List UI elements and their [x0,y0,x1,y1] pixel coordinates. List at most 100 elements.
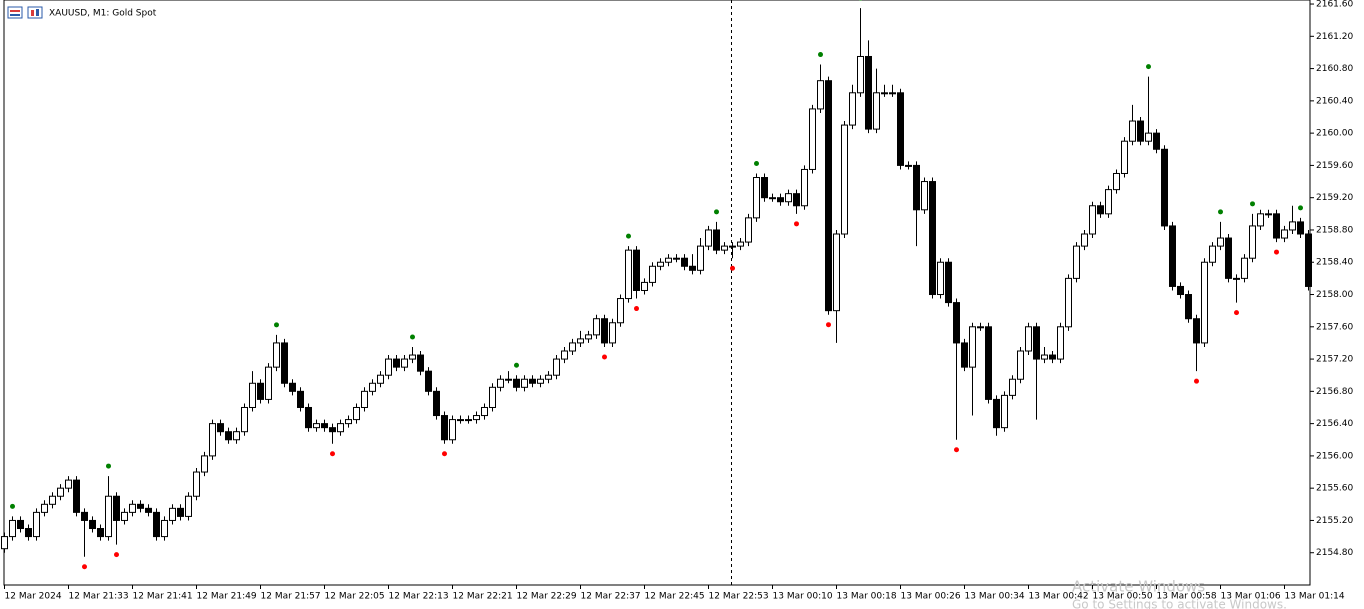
candle-body [1017,350,1024,380]
x-tick-label: 12 Mar 22:05 [325,592,385,602]
icon [27,6,43,19]
candle-body [969,326,976,368]
up-marker [818,52,823,58]
candle-body [665,257,672,263]
candle-body [545,374,552,380]
candle-body [449,419,456,441]
candle-body [1073,245,1080,279]
candle-body [41,503,48,513]
candle-body [233,431,240,441]
candle-body [777,197,784,203]
down-marker [442,451,447,457]
candle-body [889,92,896,95]
candle-body [881,92,888,95]
candle-body [153,511,160,538]
candle-body [345,419,352,425]
y-tick-label: 2161.60 [1316,0,1353,10]
candle-body [241,406,248,433]
candle-body [521,378,528,388]
candle-body [369,382,376,392]
down-marker [602,354,607,360]
candle-body [441,415,448,441]
x-tick-label: 13 Mar 00:26 [901,592,961,602]
up-marker [10,503,15,509]
y-tick-label: 2156.00 [1316,451,1353,461]
candle-body [297,390,304,408]
candle-body [633,249,640,291]
candle-body [337,423,344,433]
candle-body [273,342,280,368]
candle-body [929,181,936,296]
candle-body [1161,148,1168,227]
candle-body [785,193,792,203]
down-marker [954,447,959,453]
down-marker [1274,249,1279,255]
candle-body [433,390,440,417]
x-tick-label: 13 Mar 00:50 [1093,592,1153,602]
candle-body [505,378,512,381]
candle-body [1145,132,1152,142]
up-marker [754,160,759,166]
down-marker [114,552,119,558]
x-tick-label: 12 Mar 22:37 [581,592,641,602]
candle-body [1241,257,1248,279]
candle-body [97,528,104,538]
x-tick-label: 13 Mar 01:06 [1221,592,1281,602]
candle-body [329,427,336,433]
candle-body [1209,245,1216,263]
candle-body [953,302,960,344]
icon [36,9,39,16]
candle-body [457,419,464,422]
candle-body [465,419,472,422]
candle-body [305,406,312,429]
candle-body [673,257,680,260]
candle-body [769,197,776,200]
icon [7,6,23,19]
candle-body [825,80,832,312]
candle-body [425,370,432,392]
candle-body [217,423,224,433]
up-marker [714,209,719,215]
candle-body [873,92,880,130]
candle-body [561,350,568,360]
candle-body [321,423,328,429]
candle-body [137,503,144,509]
candle-body [1185,294,1192,320]
candle-body [361,390,368,408]
icon [10,14,20,16]
icon [31,10,34,16]
chart-title: XAUUSD, M1: Gold Spot [49,9,157,19]
up-marker [106,463,111,469]
candle-body [1049,354,1056,360]
down-marker [730,265,735,271]
candle-body [1289,221,1296,231]
candle-body [49,495,56,505]
candle-body [753,177,760,219]
down-marker [794,221,799,227]
candle-body [537,378,544,384]
x-tick-label: 12 Mar 21:57 [261,592,321,602]
candle-body [921,181,928,211]
y-tick-label: 2156.40 [1316,419,1353,429]
candle-body [593,318,600,336]
y-tick-label: 2158.80 [1316,225,1353,235]
candle-body [945,261,952,304]
down-marker [1234,310,1239,316]
candle-body [209,423,216,457]
candle-body [1225,237,1232,279]
candle-body [833,233,840,312]
candle-body [809,108,816,170]
candle-body [817,80,824,110]
candle-body [1009,378,1016,396]
candle-body [185,495,192,517]
candle-body [1265,213,1272,216]
candle-body [1105,189,1112,215]
candle-body [57,487,64,497]
candle-body [1129,120,1136,142]
candle-body [393,358,400,368]
candle-body [1041,354,1048,360]
up-marker [626,233,631,239]
candle-body [745,217,752,243]
candle-body [121,511,128,521]
